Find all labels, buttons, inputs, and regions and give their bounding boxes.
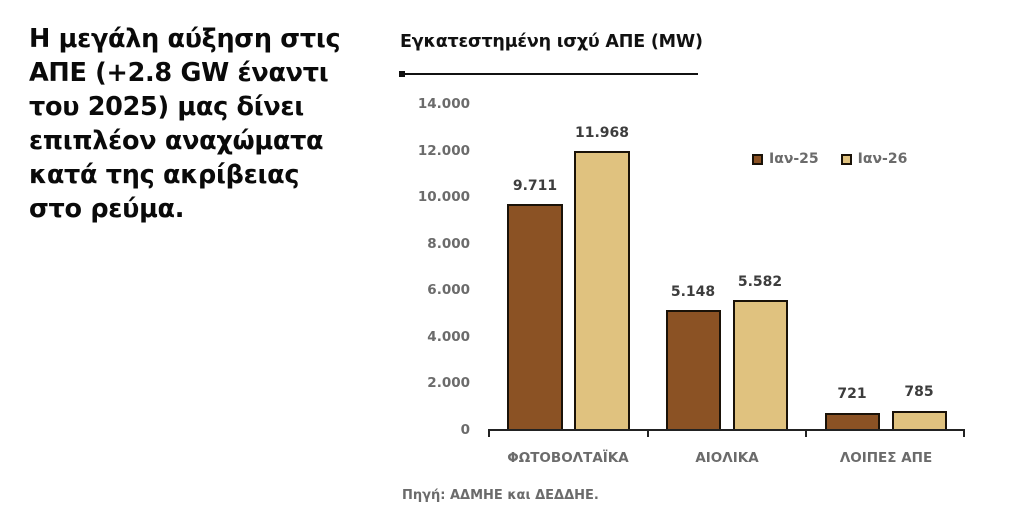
x-axis-tick: [488, 429, 490, 437]
value-label: 721: [837, 386, 867, 402]
legend-swatch: [840, 153, 852, 165]
bar-other-jan26: [892, 411, 947, 430]
source-note: Πηγή: ΑΔΜΗΕ και ΔΕΔΔΗΕ.: [402, 488, 599, 503]
value-label: 5.148: [670, 284, 716, 300]
chart-title: Εγκατεστημένη ισχύ ΑΠΕ (MW): [400, 32, 703, 52]
x-axis-tick: [805, 429, 807, 437]
y-tick-label: 12.000: [417, 143, 470, 159]
headline-line: του 2025) μας δίνει: [29, 92, 304, 122]
title-underline: [402, 73, 698, 75]
x-axis: [489, 429, 965, 431]
bar-other-jan25: [825, 413, 880, 430]
headline-line: επιπλέον αναχώματα: [29, 126, 324, 156]
x-axis-tick: [963, 429, 965, 437]
y-tick-label: 14.000: [417, 96, 470, 112]
bar-pv-jan25: [507, 204, 563, 430]
value-label: 11.968: [574, 125, 630, 141]
headline-line: ΑΠΕ (+2.8 GW έναντι: [29, 58, 329, 88]
legend-swatch: [752, 153, 763, 165]
y-tick-label: 6.000: [427, 282, 470, 298]
bar-pv-jan26: [574, 151, 630, 430]
legend-item-jan25: Ιαν-25: [752, 151, 819, 167]
headline-line: στο ρεύμα.: [29, 194, 185, 224]
headline-line: κατά της ακρίβειας: [29, 160, 300, 190]
category-label-pv: ΦΩΤΟΒΟΛΤΑΪΚΑ: [507, 450, 629, 466]
bar-wind-jan26: [733, 300, 788, 430]
category-label-wind: ΑΙΟΛΙΚΑ: [695, 450, 759, 466]
value-label: 785: [904, 384, 934, 400]
y-tick-label: 4.000: [427, 329, 470, 345]
x-axis-tick: [647, 429, 649, 437]
headline-line: Η μεγάλη αύξηση στις: [29, 24, 341, 54]
headline: Η μεγάλη αύξηση στις ΑΠΕ (+2.8 GW έναντι…: [29, 22, 379, 226]
category-label-other: ΛΟΙΠΕΣ ΑΠΕ: [839, 450, 933, 466]
bar-wind-jan25: [666, 310, 721, 430]
y-tick-label: 2.000: [427, 375, 470, 391]
value-label: 9.711: [512, 178, 558, 194]
legend: Ιαν-25 Ιαν-26: [752, 151, 907, 167]
y-tick-label: 0: [460, 422, 470, 438]
value-label: 5.582: [737, 274, 783, 290]
legend-label: Ιαν-26: [857, 151, 908, 167]
y-tick-label: 8.000: [427, 236, 470, 252]
y-tick-label: 10.000: [417, 189, 470, 205]
legend-label: Ιαν-25: [769, 151, 819, 167]
legend-item-jan26: Ιαν-26: [840, 151, 908, 167]
